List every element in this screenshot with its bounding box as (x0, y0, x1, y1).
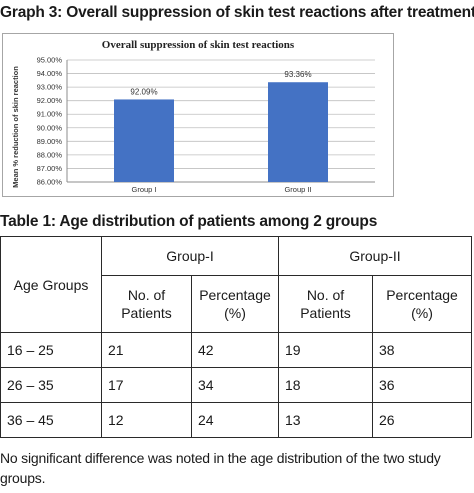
x-tick-label: Group II (284, 185, 311, 194)
cell-g1-percentage: 34 (191, 367, 279, 403)
cell-g2-patients: 18 (278, 367, 373, 403)
y-tick-label: 92.00% (37, 96, 63, 105)
cell-age: 26 – 35 (0, 367, 102, 403)
table-subheader-row: No. of Patients Percentage (%) No. of Pa… (1, 275, 473, 333)
bar (114, 99, 174, 182)
cell-age: 36 – 45 (0, 402, 102, 438)
table-heading: Table 1: Age distribution of patients am… (0, 213, 378, 230)
cell-g1-percentage: 42 (191, 332, 279, 368)
y-tick-label: 88.00% (37, 150, 63, 159)
cell-g2-patients: 19 (278, 332, 373, 368)
cell-age: 16 – 25 (0, 332, 102, 368)
bar-chart: Overall suppression of skin test reactio… (11, 39, 375, 194)
cell-g2-percentage: 36 (371, 367, 473, 403)
data-label: 92.09% (130, 87, 157, 96)
y-tick-label: 94.00% (37, 69, 63, 78)
header-group-2: Group-II (277, 236, 473, 276)
header-age-groups: Age Groups (0, 236, 102, 333)
header-group-1: Group-I (101, 236, 279, 276)
x-tick-label: Group I (131, 185, 156, 194)
cell-g2-percentage: 38 (371, 332, 473, 368)
chart-container: Overall suppression of skin test reactio… (2, 33, 394, 197)
y-tick-label: 89.00% (37, 137, 63, 146)
table-row: 16 – 25 21 42 19 38 (0, 332, 473, 368)
plot-area: 86.00% 87.00% 88.00% 89.00% 90.00% 91.00% 92.0… (37, 56, 375, 194)
subheader-patients: No. of Patients (278, 275, 373, 333)
chart-title: Overall suppression of skin test reactio… (102, 39, 295, 51)
subheader-percentage: Percentage (%) (371, 275, 473, 333)
y-tick-label: 86.00% (37, 178, 63, 187)
subheader-percentage: Percentage (%) (191, 275, 279, 333)
table-header-row: Age Groups Group-I Group-II (0, 236, 473, 333)
cell-g2-patients: 13 (278, 402, 373, 438)
data-label: 93.36% (284, 70, 311, 79)
table-row: 26 – 35 17 34 18 36 (0, 367, 473, 403)
y-axis-label: Mean % reduction of skin reaction (11, 66, 20, 188)
y-tick-label: 90.00% (37, 123, 63, 132)
y-tick-label: 87.00% (37, 164, 63, 173)
table-row: 36 – 45 12 24 13 26 (0, 402, 473, 438)
y-tick-label: 91.00% (37, 110, 63, 119)
y-tick-label: 93.00% (37, 83, 63, 92)
cell-g1-patients: 12 (101, 402, 192, 438)
y-tick-label: 95.00% (37, 56, 63, 65)
cell-g1-patients: 21 (101, 332, 192, 368)
footnote: No significant difference was noted in t… (0, 450, 441, 486)
cell-g1-percentage: 24 (191, 402, 279, 438)
graph-heading: Graph 3: Overall suppression of skin tes… (0, 4, 474, 21)
subheader-patients: No. of Patients (101, 275, 192, 333)
bar (268, 82, 328, 182)
cell-g1-patients: 17 (101, 367, 192, 403)
age-distribution-table: Age Groups Group-I Group-II No. of Patie… (0, 236, 473, 438)
cell-g2-percentage: 26 (371, 402, 473, 438)
